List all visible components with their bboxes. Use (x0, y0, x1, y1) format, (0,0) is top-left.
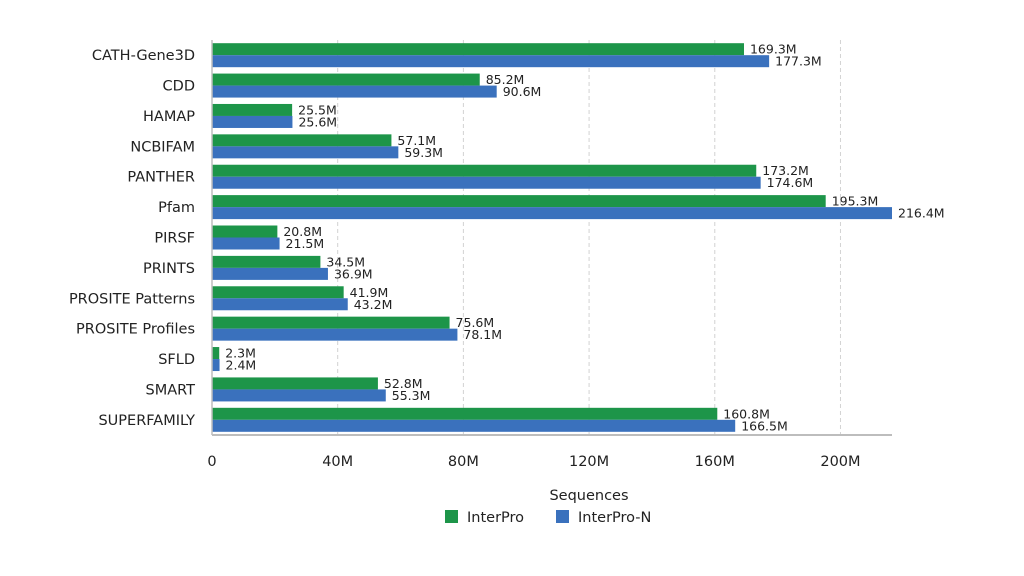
value-label: 57.1M (397, 133, 436, 148)
bar-interpro-n (212, 85, 497, 98)
value-label: 90.6M (503, 84, 542, 99)
bar-interpro (212, 43, 744, 56)
value-label: 195.3M (832, 194, 879, 209)
bar-interpro-n (212, 298, 348, 311)
category-label: PROSITE Patterns (69, 291, 195, 307)
x-tick-label: 40M (322, 454, 353, 470)
legend-item: InterPro (445, 510, 524, 526)
legend-swatch (445, 510, 458, 523)
bar-interpro-n (212, 389, 386, 402)
bar-interpro-n (212, 419, 736, 432)
value-label: 52.8M (384, 376, 423, 391)
value-label: 36.9M (334, 266, 373, 281)
bar-interpro (212, 377, 378, 390)
x-tick-label: 0 (207, 454, 216, 470)
value-label: 34.5M (326, 254, 365, 269)
value-label: 21.5M (286, 236, 325, 251)
bar-interpro-n (212, 176, 761, 189)
bar-interpro-n (212, 359, 220, 372)
legend-swatch (556, 510, 569, 523)
bar-interpro (212, 73, 480, 86)
bar-interpro (212, 225, 278, 238)
category-label: PIRSF (154, 231, 195, 247)
x-tick-label: 120M (569, 454, 609, 470)
category-label: PRINTS (143, 261, 195, 277)
value-label: 59.3M (404, 145, 443, 160)
bar-interpro-n (212, 207, 892, 220)
value-label: 20.8M (283, 224, 322, 239)
category-label: CATH-Gene3D (92, 48, 195, 64)
category-label: SMART (145, 382, 195, 398)
x-tick-label: 160M (695, 454, 735, 470)
category-label: PANTHER (127, 170, 195, 186)
bar-interpro (212, 316, 450, 329)
value-label: 169.3M (750, 42, 797, 57)
category-label: NCBIFAM (130, 139, 195, 155)
value-label: 43.2M (354, 297, 393, 312)
x-axis-title: Sequences (549, 488, 628, 504)
bar-interpro (212, 407, 718, 420)
category-label: CDD (163, 79, 195, 95)
value-label: 85.2M (486, 72, 525, 87)
bar-interpro (212, 255, 321, 268)
bar-interpro-n (212, 267, 328, 280)
category-labels: CATH-Gene3D CDD HAMAP NCBIFAM PANTHER Pfam PIR… (69, 48, 195, 429)
value-label: 160.8M (723, 406, 770, 421)
bar-interpro (212, 103, 293, 116)
value-label: 216.4M (898, 206, 945, 221)
value-label: 2.3M (225, 346, 256, 361)
value-label: 2.4M (226, 358, 257, 373)
legend-item: InterPro-N (556, 510, 651, 526)
legend: InterPro InterPro-N (445, 510, 651, 526)
category-label: SUPERFAMILY (98, 413, 195, 429)
category-label: PROSITE Profiles (76, 322, 195, 338)
bar-interpro (212, 134, 392, 147)
value-label: 25.6M (298, 114, 337, 129)
bar-interpro-n (212, 237, 280, 250)
value-label: 78.1M (463, 327, 502, 342)
value-label: 41.9M (350, 285, 389, 300)
value-label: 75.6M (456, 315, 495, 330)
bar-interpro (212, 164, 757, 177)
bars (212, 43, 892, 432)
bar-interpro-n (212, 115, 293, 128)
value-label: 177.3M (775, 54, 822, 69)
category-label: SFLD (158, 352, 195, 368)
category-label: Pfam (158, 200, 195, 216)
legend-label: InterPro (467, 510, 524, 526)
bar-interpro-n (212, 146, 399, 159)
x-tick-label: 80M (448, 454, 479, 470)
value-label: 174.6M (767, 175, 814, 190)
x-tick-label: 200M (820, 454, 860, 470)
bar-interpro (212, 195, 826, 208)
bar-interpro (212, 347, 220, 360)
value-label: 173.2M (762, 163, 809, 178)
axes (211, 40, 892, 436)
x-tick-labels: 0 40M 80M 120M 160M 200M (207, 454, 860, 470)
value-label: 25.5M (298, 102, 337, 117)
bar-interpro (212, 286, 344, 299)
legend-label: InterPro-N (578, 510, 651, 526)
value-label: 55.3M (392, 388, 431, 403)
bar-interpro-n (212, 55, 770, 68)
bar-interpro-n (212, 328, 458, 341)
grid-lines (337, 40, 841, 435)
value-label: 166.5M (741, 418, 788, 433)
category-label: HAMAP (143, 109, 195, 125)
